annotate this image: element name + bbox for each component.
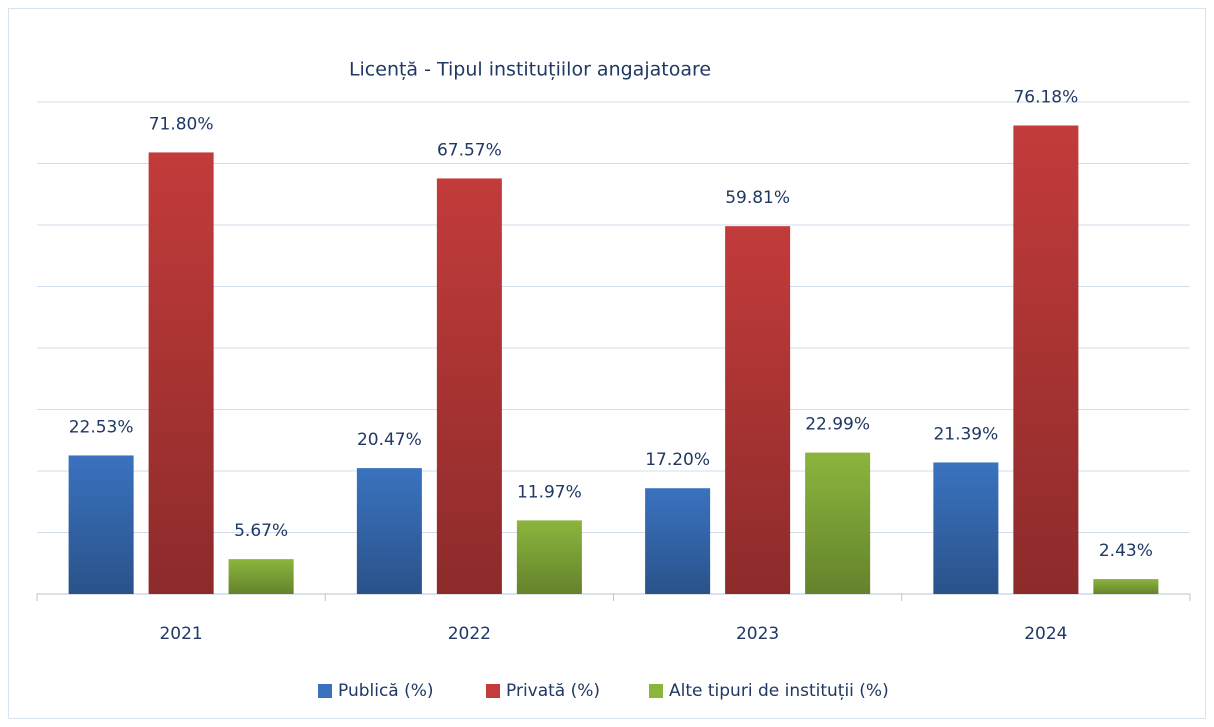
legend-label: Privată (%) [506, 681, 600, 701]
data-label: 67.57% [437, 140, 502, 160]
x-tick-label: 2023 [736, 624, 779, 644]
legend-label: Alte tipuri de instituții (%) [669, 681, 889, 701]
bar [148, 152, 214, 594]
bar [516, 520, 582, 594]
legend-swatch [486, 684, 500, 698]
bar [228, 559, 294, 594]
data-label: 59.81% [725, 188, 790, 208]
legend-swatch [649, 684, 663, 698]
data-label: 21.39% [933, 424, 998, 444]
x-tick-label: 2021 [159, 624, 202, 644]
legend-swatch [318, 684, 332, 698]
data-label: 20.47% [357, 430, 422, 450]
data-label: 5.67% [234, 521, 288, 541]
data-label: 2.43% [1099, 541, 1153, 561]
data-label: 71.80% [149, 114, 214, 134]
bar [805, 452, 871, 594]
bar [933, 462, 999, 594]
chart-title: Licență - Tipul instituțiilor angajatoar… [349, 59, 711, 81]
data-label: 11.97% [517, 482, 582, 502]
bar [1013, 125, 1079, 595]
bar [356, 468, 422, 594]
data-label: 22.99% [805, 415, 870, 435]
bar [725, 226, 791, 594]
x-tick-label: 2024 [1024, 624, 1067, 644]
bar [645, 488, 711, 594]
bar [436, 178, 502, 594]
data-label: 22.53% [69, 417, 134, 437]
legend-label: Publică (%) [338, 681, 434, 701]
bar [68, 455, 134, 594]
x-tick-label: 2022 [448, 624, 491, 644]
data-label: 17.20% [645, 450, 710, 470]
data-label: 76.18% [1013, 87, 1078, 107]
bar [1093, 579, 1159, 594]
